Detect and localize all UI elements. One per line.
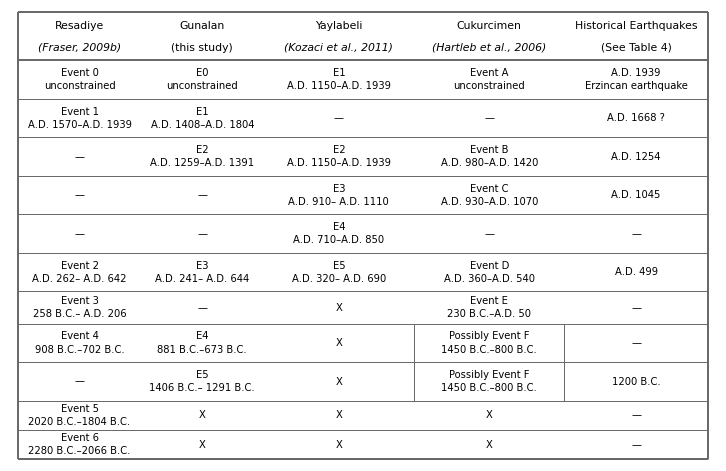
Text: —: — [631, 228, 641, 239]
Text: Event 5
2020 B.C.–1804 B.C.: Event 5 2020 B.C.–1804 B.C. [28, 404, 131, 427]
Text: —: — [631, 302, 641, 313]
Text: E1
A.D. 1150–A.D. 1939: E1 A.D. 1150–A.D. 1939 [287, 68, 391, 91]
Text: —: — [631, 338, 641, 348]
Text: Event 0
unconstrained: Event 0 unconstrained [44, 68, 115, 91]
Text: —: — [631, 410, 641, 421]
Text: X: X [335, 302, 342, 313]
Text: X: X [335, 439, 342, 450]
Text: Event 1
A.D. 1570–A.D. 1939: Event 1 A.D. 1570–A.D. 1939 [28, 106, 131, 130]
Text: Possibly Event F
1450 B.C.–800 B.C.: Possibly Event F 1450 B.C.–800 B.C. [441, 370, 537, 393]
Text: Event B
A.D. 980–A.D. 1420: Event B A.D. 980–A.D. 1420 [441, 145, 538, 168]
Text: E3
A.D. 241– A.D. 644: E3 A.D. 241– A.D. 644 [155, 260, 250, 284]
Text: Possibly Event F
1450 B.C.–800 B.C.: Possibly Event F 1450 B.C.–800 B.C. [441, 332, 537, 355]
Text: Event D
A.D. 360–A.D. 540: Event D A.D. 360–A.D. 540 [444, 260, 535, 284]
Text: Event A
unconstrained: Event A unconstrained [453, 68, 525, 91]
Text: Event 2
A.D. 262– A.D. 642: Event 2 A.D. 262– A.D. 642 [32, 260, 127, 284]
Text: Historical Earthquakes: Historical Earthquakes [575, 21, 698, 31]
Text: —: — [484, 113, 494, 123]
Text: E3
A.D. 910– A.D. 1110: E3 A.D. 910– A.D. 1110 [288, 184, 389, 207]
Text: Cukurcimen: Cukurcimen [457, 21, 522, 31]
Text: —: — [197, 190, 208, 200]
Text: Event C
A.D. 930–A.D. 1070: Event C A.D. 930–A.D. 1070 [441, 184, 538, 207]
Text: Resadiye: Resadiye [55, 21, 104, 31]
Text: (Fraser, 2009b): (Fraser, 2009b) [38, 43, 121, 53]
Text: E0
unconstrained: E0 unconstrained [166, 68, 238, 91]
Text: E2
A.D. 1150–A.D. 1939: E2 A.D. 1150–A.D. 1939 [287, 145, 391, 168]
Text: —: — [197, 228, 208, 239]
Text: E5
A.D. 320– A.D. 690: E5 A.D. 320– A.D. 690 [292, 260, 386, 284]
Text: (See Table 4): (See Table 4) [600, 43, 672, 53]
Text: Event 4
908 B.C.–702 B.C.: Event 4 908 B.C.–702 B.C. [35, 332, 124, 355]
Text: Event E
230 B.C.–A.D. 50: Event E 230 B.C.–A.D. 50 [447, 296, 531, 319]
Text: —: — [75, 228, 84, 239]
Text: —: — [334, 113, 344, 123]
Text: X: X [199, 439, 205, 450]
Text: Event 6
2280 B.C.–2066 B.C.: Event 6 2280 B.C.–2066 B.C. [28, 433, 131, 456]
Text: A.D. 1939
Erzincan earthquake: A.D. 1939 Erzincan earthquake [584, 68, 688, 91]
Text: E4
881 B.C.–673 B.C.: E4 881 B.C.–673 B.C. [158, 332, 247, 355]
Text: —: — [75, 376, 84, 387]
Text: X: X [335, 376, 342, 387]
Text: —: — [75, 152, 84, 162]
Text: E1
A.D. 1408–A.D. 1804: E1 A.D. 1408–A.D. 1804 [150, 106, 254, 130]
Text: E2
A.D. 1259–A.D. 1391: E2 A.D. 1259–A.D. 1391 [150, 145, 254, 168]
Text: A.D. 1045: A.D. 1045 [611, 190, 661, 200]
Text: 1200 B.C.: 1200 B.C. [612, 376, 661, 387]
Text: (Kozaci et al., 2011): (Kozaci et al., 2011) [285, 43, 393, 53]
Text: —: — [631, 439, 641, 450]
Text: E4
A.D. 710–A.D. 850: E4 A.D. 710–A.D. 850 [293, 222, 385, 245]
Text: Yaylabeli: Yaylabeli [315, 21, 362, 31]
Text: X: X [486, 410, 493, 421]
Text: X: X [335, 410, 342, 421]
Text: X: X [335, 338, 342, 348]
Text: (this study): (this study) [171, 43, 233, 53]
Text: —: — [197, 302, 208, 313]
Text: A.D. 1254: A.D. 1254 [611, 152, 661, 162]
Text: —: — [484, 228, 494, 239]
Text: X: X [199, 410, 205, 421]
Text: A.D. 499: A.D. 499 [614, 267, 658, 277]
Text: —: — [75, 190, 84, 200]
Text: (Hartleb et al., 2006): (Hartleb et al., 2006) [432, 43, 547, 53]
Text: Gunalan: Gunalan [179, 21, 225, 31]
Text: E5
1406 B.C.– 1291 B.C.: E5 1406 B.C.– 1291 B.C. [150, 370, 255, 393]
Text: X: X [486, 439, 493, 450]
Text: Event 3
258 B.C.– A.D. 206: Event 3 258 B.C.– A.D. 206 [33, 296, 126, 319]
Text: A.D. 1668 ?: A.D. 1668 ? [607, 113, 665, 123]
